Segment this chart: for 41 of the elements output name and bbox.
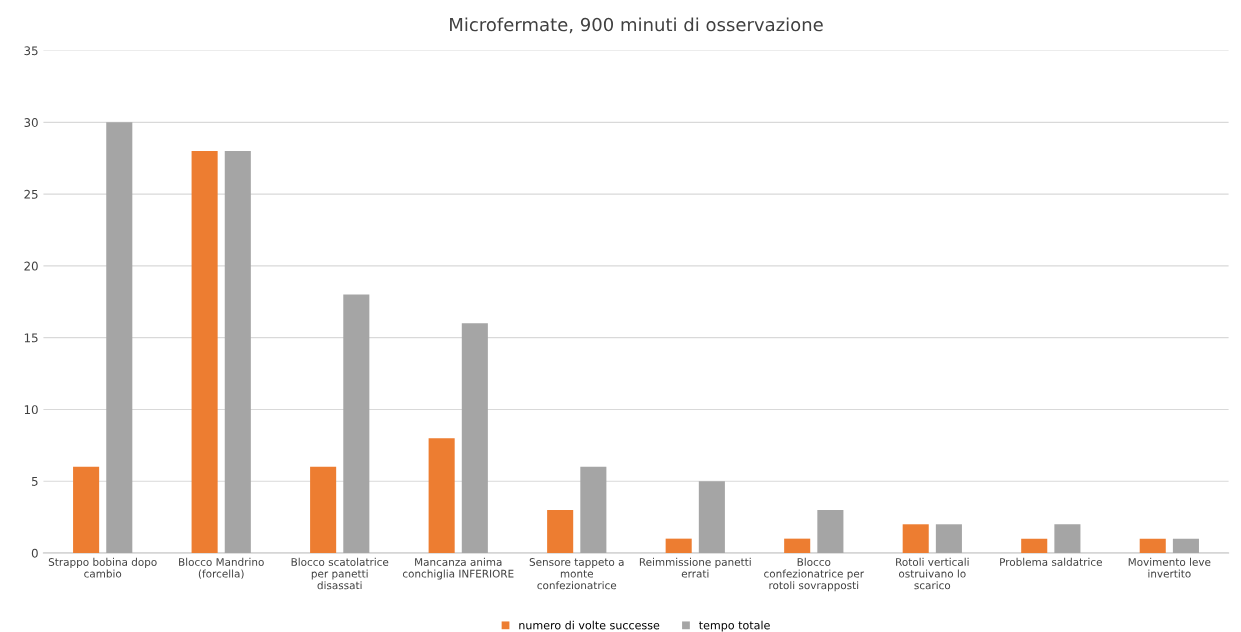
bar [224,151,251,553]
bar [547,509,574,553]
bar [1172,538,1199,553]
bar [73,466,100,553]
x-tick-label: Blocco Mandrino (forcella) [179,557,264,579]
y-tick-label: 10 [24,405,38,415]
y-tick-label: 20 [24,261,38,271]
bar [1054,524,1081,553]
bar [310,466,337,553]
chart-title: Microfermate, 900 minuti di osservazione [450,17,823,34]
x-tick-label: Blocco confezionatrice per rotoli sovrapposti [764,557,865,592]
bar [461,323,488,553]
bar [902,524,929,553]
bar [343,294,370,553]
y-tick-label: 25 [24,189,38,199]
bar [698,481,725,553]
y-tick-label: 30 [24,118,38,127]
x-tick-label: Mancanza anima conchiglia INFERIORE [402,557,514,580]
x-tick-label: Sensore tappeto a monte confezionatrice [529,558,624,590]
bar [817,509,844,553]
bar [580,466,607,553]
legend-label: tempo totale [699,620,770,632]
bar [1021,538,1048,553]
x-tick-label: Problema saldatrice [1000,557,1102,566]
bar [665,538,692,553]
legend-label: numero di volte successe [519,620,660,630]
bar [428,438,455,553]
bar [1139,538,1166,553]
bar [784,538,811,553]
x-tick-label: Reimmissione panetti errati [639,557,751,578]
y-tick-label: 15 [24,333,38,343]
x-tick-label: Movimento leve invertito [1128,557,1211,578]
x-tick-label: Strappo bobina dopo cambio [48,557,157,578]
y-tick-label: 35 [24,46,38,56]
x-tick-label: Rotoli verticali ostruivano lo scarico [896,557,969,590]
y-tick-label: 0 [31,548,38,558]
bar [191,151,218,553]
bar [935,524,962,553]
x-tick-label: Blocco scatolatrice per panetti disassati [291,557,389,590]
y-tick-label: 5 [31,477,38,486]
bar [106,122,133,553]
